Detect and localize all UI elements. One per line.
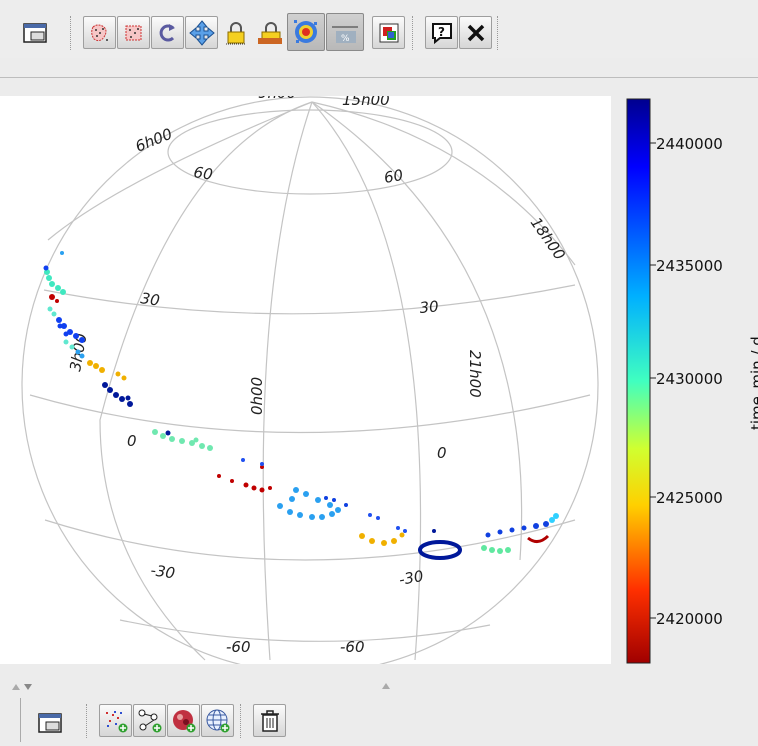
replot-icon[interactable] — [151, 16, 184, 49]
meridian-b — [262, 101, 313, 661]
help-icon[interactable]: ? — [425, 16, 458, 49]
colorbar-tick-label: 2425000 — [656, 489, 723, 507]
toolbar-separator — [240, 704, 242, 738]
colorbar-gradient — [626, 98, 651, 664]
dec-label: 30 — [419, 297, 440, 317]
svg-text:?: ? — [438, 25, 445, 39]
ra-label: 15h00 — [342, 96, 390, 109]
add-points-layer-icon[interactable] — [99, 704, 132, 737]
meridian-d — [311, 101, 523, 561]
toolbar-separator — [497, 16, 499, 50]
lock-aspect-icon[interactable] — [219, 16, 252, 49]
window-icon[interactable] — [33, 706, 66, 739]
colorbar-tick-label: 2440000 — [656, 135, 723, 153]
colorbar-label: time_min / d — [748, 336, 758, 430]
export-icon[interactable] — [372, 16, 405, 49]
axes-percent-icon[interactable]: % — [326, 13, 364, 51]
dec-circle-minus60 — [119, 619, 491, 642]
dec-label: -60 — [226, 638, 251, 656]
dec-label: 0 — [127, 432, 137, 450]
blob-subset-icon[interactable] — [83, 16, 116, 49]
colorbar-tick-label: 2430000 — [656, 370, 723, 388]
meridian-f — [311, 101, 576, 266]
dec-label: -30 — [398, 567, 425, 589]
toolbar-separator — [20, 698, 22, 742]
density-icon[interactable] — [287, 13, 325, 51]
close-icon[interactable] — [459, 16, 492, 49]
dec-circle-60 — [167, 109, 453, 195]
window-icon[interactable] — [18, 16, 51, 49]
ra-label: 21h00 — [466, 350, 484, 398]
dec-label: 0 — [437, 444, 447, 462]
colorbar: 2440000 2435000 2430000 2425000 2420000 … — [611, 78, 758, 664]
splitter-arrow-icon[interactable] — [381, 682, 391, 690]
points-subset-icon[interactable] — [117, 16, 150, 49]
plot-toolbar: % ? — [0, 0, 758, 58]
dec-circle-minus30 — [44, 519, 576, 561]
add-sky-grid-layer-icon[interactable] — [201, 704, 234, 737]
delete-layer-icon[interactable] — [253, 704, 286, 737]
colorbar-tick-label: 2420000 — [656, 610, 723, 628]
toolbar-divider — [0, 77, 758, 78]
dec-label: -60 — [340, 638, 365, 656]
globe-outline — [21, 96, 599, 664]
meridian-a — [99, 101, 313, 661]
dec-label: -30 — [149, 561, 176, 582]
collapse-arrows-icon[interactable] — [10, 680, 40, 694]
navigate-icon[interactable] — [185, 16, 218, 49]
add-pairs-layer-icon[interactable] — [133, 704, 166, 737]
ra-label: 9h00 — [258, 96, 296, 102]
dec-circle-0 — [29, 394, 591, 434]
ra-label: 18h00 — [527, 214, 569, 263]
toolbar-separator — [70, 16, 72, 50]
dec-circle-30 — [43, 284, 576, 315]
meridian-e — [47, 101, 313, 241]
dec-label: 30 — [139, 289, 160, 309]
sky-plot-panel[interactable]: 9h00 15h00 6h00 18h00 3h00 0h00 21h00 60… — [0, 96, 611, 664]
toolbar-separator — [86, 704, 88, 738]
dec-label: 60 — [383, 166, 405, 187]
add-density-layer-icon[interactable] — [167, 704, 200, 737]
sky-globe[interactable]: 9h00 15h00 6h00 18h00 3h00 0h00 21h00 60… — [0, 96, 611, 664]
colorbar-tick-label: 2435000 — [656, 257, 723, 275]
lock-axes-icon[interactable] — [253, 16, 286, 49]
layer-toolbar — [0, 664, 758, 746]
dec-label: 60 — [192, 163, 213, 183]
data-points — [43, 251, 559, 560]
ra-label: 0h00 — [248, 377, 266, 415]
svg-text:%: % — [341, 34, 350, 44]
toolbar-separator — [412, 16, 414, 50]
